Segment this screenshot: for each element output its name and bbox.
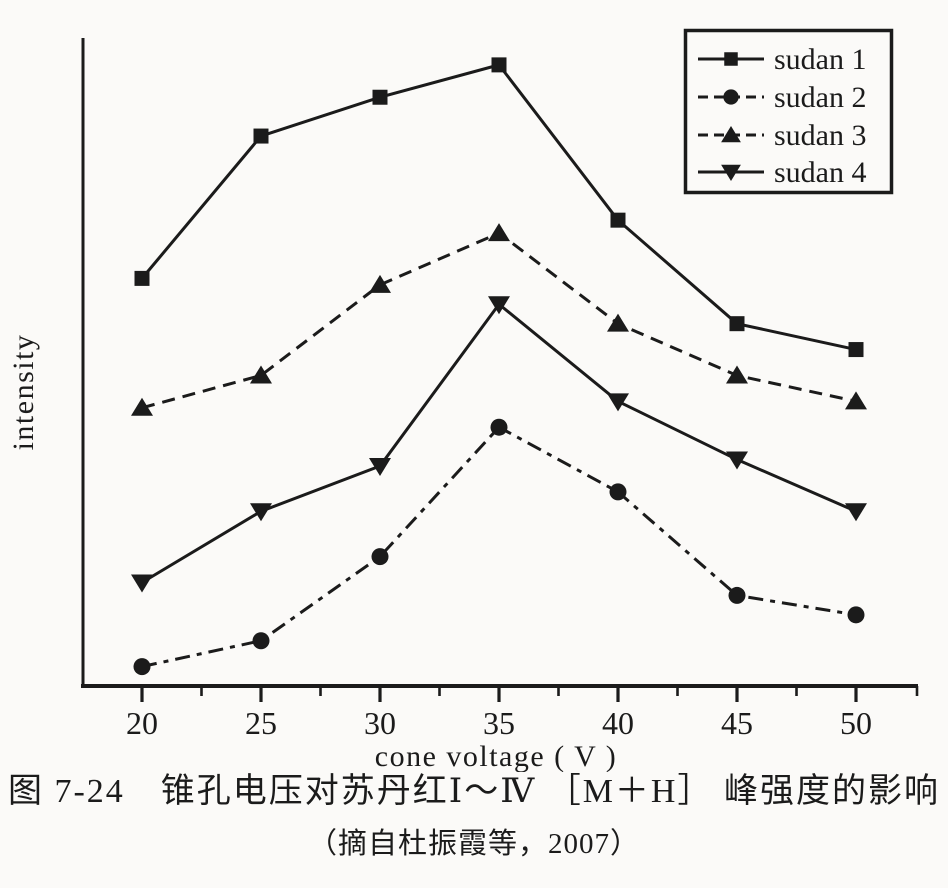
triangle-up-marker [607, 313, 629, 332]
square-marker [724, 52, 738, 66]
triangle-up-marker [726, 365, 748, 384]
triangle-up-marker [488, 223, 510, 242]
triangle-up-marker [369, 274, 391, 293]
line-chart: 20 25 30 35 40 45 50 cone voltage ( V ) intensit… [7, 28, 919, 772]
y-axis-label: intensity [7, 334, 40, 451]
square-marker [253, 128, 269, 144]
triangle-up-marker [250, 365, 272, 384]
triangle-down-marker [131, 574, 153, 593]
triangle-down-marker [845, 503, 867, 522]
circle-marker [728, 586, 746, 604]
triangle-down-marker [369, 458, 391, 477]
circle-marker [847, 606, 865, 624]
x-tick-label: 20 [126, 705, 158, 741]
legend-label: sudan 1 [774, 43, 867, 76]
square-marker [729, 316, 745, 332]
legend: sudan 1 sudan 2 sudan 3 sudan 4 [683, 28, 894, 195]
triangle-up-marker [721, 126, 741, 143]
legend-label: sudan 2 [774, 81, 867, 114]
series-sudan-4 [131, 296, 867, 593]
legend-label: sudan 4 [774, 156, 867, 189]
figure-caption-source: （摘自杜振霞等，2007） [307, 828, 640, 861]
x-tick-label: 30 [364, 705, 396, 741]
square-marker [491, 57, 507, 73]
square-marker [610, 212, 626, 228]
square-marker [372, 89, 388, 105]
x-tick-label: 50 [840, 705, 872, 741]
x-tick-label: 35 [483, 705, 515, 741]
triangle-down-marker [250, 503, 272, 522]
x-tick-label: 40 [602, 705, 634, 741]
triangle-up-marker [131, 397, 153, 416]
x-ticks: 20 25 30 35 40 45 50 [126, 686, 919, 741]
legend-label: sudan 3 [774, 119, 867, 152]
series-sudan-3 [131, 223, 867, 416]
triangle-up-marker [845, 391, 867, 410]
triangle-down-marker [607, 393, 629, 412]
circle-marker [490, 418, 508, 436]
square-marker [848, 342, 864, 358]
legend-box [683, 28, 894, 195]
triangle-down-marker [488, 296, 510, 315]
x-axis-label: cone voltage ( V ) [375, 740, 618, 772]
circle-marker [723, 89, 739, 105]
figure-caption-title: 图 7-24 锥孔电压对苏丹红Ⅰ～Ⅳ ［M＋H］ 峰强度的影响 [7, 773, 940, 810]
circle-marker [252, 632, 270, 650]
series-sudan-1 [134, 57, 864, 358]
figure-caption: 图 7-24 锥孔电压对苏丹红Ⅰ～Ⅳ ［M＋H］ 峰强度的影响 （摘自杜振霞等，… [0, 772, 948, 862]
series-sudan-2 [133, 418, 865, 676]
x-tick-label: 45 [721, 705, 753, 741]
circle-marker [609, 483, 627, 501]
circle-marker [371, 548, 389, 566]
triangle-down-marker [721, 164, 741, 181]
x-tick-label: 25 [245, 705, 277, 741]
circle-marker [133, 658, 151, 676]
triangle-down-marker [726, 451, 748, 470]
series-line [141, 302, 857, 584]
series-line [141, 231, 857, 410]
square-marker [134, 270, 150, 286]
